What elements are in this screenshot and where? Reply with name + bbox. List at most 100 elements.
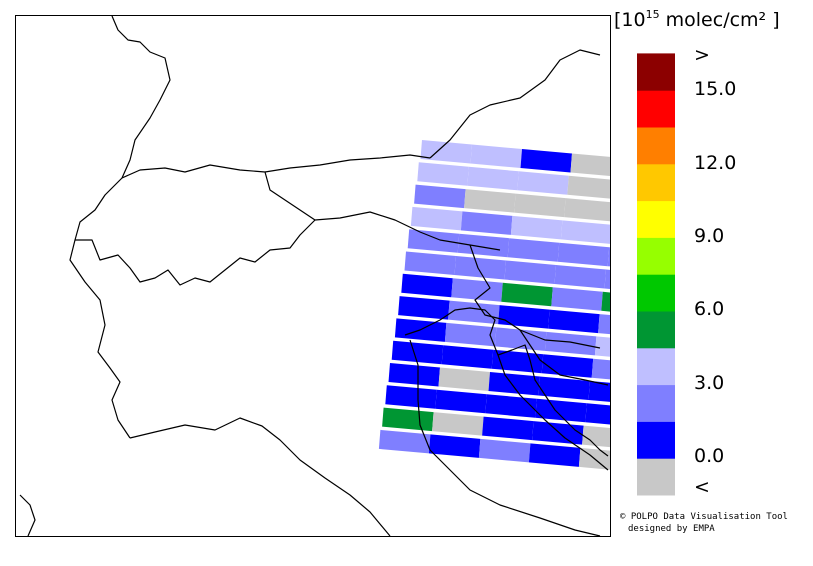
satellite-pixel [564, 198, 610, 222]
satellite-pixel [591, 358, 610, 380]
border-france-germany [111, 15, 171, 179]
satellite-pixel [464, 189, 516, 213]
coast-corsica [19, 494, 36, 537]
legend-swatch [637, 53, 675, 91]
satellite-pixel [448, 300, 500, 325]
satellite-pixel [535, 398, 587, 423]
satellite-pixel [557, 242, 610, 267]
satellite-pixel [441, 345, 494, 369]
satellite-pixel [404, 251, 456, 275]
border-austria-italy [314, 211, 501, 251]
satellite-pixel [532, 421, 584, 445]
satellite-pixel [428, 434, 481, 458]
satellite-pixel [567, 175, 610, 199]
legend-swatch [637, 237, 675, 275]
satellite-pixel [594, 336, 610, 357]
satellite-pixel [410, 206, 463, 231]
satellite-pixel [420, 140, 472, 164]
satellite-pixel [538, 376, 590, 400]
satellite-pixel [528, 443, 581, 467]
satellite-pixel [385, 385, 437, 409]
legend-swatch [637, 127, 675, 165]
credit-line-1: © POLPO Data Visualisation Tool [620, 512, 788, 522]
satellite-pixel [438, 367, 490, 391]
satellite-pixel [544, 331, 597, 356]
satellite-pixel [460, 211, 513, 235]
legend-unit-label: [1015 molec/cm² ] [614, 8, 780, 31]
satellite-pixel [501, 282, 553, 307]
satellite-pixel [388, 363, 440, 387]
coast-italy-south [409, 339, 601, 537]
legend-swatch [637, 347, 675, 386]
legend-swatch [637, 274, 675, 312]
satellite-pixel [554, 265, 606, 289]
country-borders [19, 15, 609, 537]
border-croatia [519, 329, 609, 386]
satellite-pixel [488, 372, 540, 396]
satellite-pixel [582, 425, 610, 448]
satellite-pixel [417, 162, 469, 186]
satellite-pixel [391, 340, 444, 365]
satellite-pixel [482, 416, 534, 441]
satellite-pixel [588, 381, 610, 402]
legend-swatch [637, 384, 675, 422]
border-switzerland [74, 164, 316, 286]
satellite-pixel [478, 438, 531, 463]
satellite-pixel [504, 260, 556, 284]
coast-istria-croatia [497, 344, 609, 457]
satellite-pixel [604, 269, 610, 289]
border-slovenia [469, 244, 601, 349]
credit-line-2: designed by EMPA [628, 524, 715, 534]
legend-swatch [637, 163, 675, 202]
satellite-pixel [467, 166, 519, 191]
legend-swatch [637, 200, 675, 238]
legend-tick-label: > [694, 44, 710, 66]
satellite-pixel [551, 287, 603, 311]
satellite-pixel [401, 273, 453, 298]
satellite-pixel [570, 153, 610, 177]
satellite-pixel [598, 314, 610, 335]
satellite-pixel [407, 229, 460, 253]
border-italy-west [69, 239, 131, 439]
legend-tick-label: 12.0 [694, 152, 737, 174]
legend-tick-label: 6.0 [694, 298, 725, 320]
satellite-pixel [444, 322, 497, 347]
satellite-pixel [514, 193, 566, 218]
legend-colorbar [637, 53, 675, 496]
coast-adriatic-west [404, 307, 609, 471]
satellite-pixel [491, 349, 544, 374]
legend-swatch [637, 311, 675, 349]
legend-swatch [637, 90, 675, 128]
satellite-pixel [548, 309, 600, 334]
satellite-pixel [520, 149, 572, 173]
legend-swatch [637, 458, 675, 496]
satellite-pixel [494, 327, 547, 351]
satellite-pixel [510, 215, 563, 240]
satellite-pixel [432, 412, 484, 436]
satellite-pixel [414, 184, 466, 209]
satellite-pixels [378, 140, 610, 470]
satellite-pixel [585, 403, 610, 425]
satellite-pixel [485, 394, 537, 418]
satellite-pixel [378, 429, 431, 454]
border-austria-north [264, 154, 431, 173]
satellite-pixel [541, 354, 594, 378]
satellite-pixel [454, 256, 506, 280]
legend-tick-label: 15.0 [694, 78, 737, 100]
satellite-pixel [601, 291, 610, 312]
satellite-pixel [607, 247, 610, 267]
satellite-pixel [507, 238, 560, 262]
legend-tick-label: 9.0 [694, 225, 725, 247]
satellite-pixel [457, 233, 510, 258]
legend-tick-label: 0.0 [694, 445, 725, 467]
satellite-pixel [398, 296, 450, 320]
legend-tick-label: 3.0 [694, 372, 725, 394]
legend-swatch [637, 421, 675, 459]
border-germany-north [429, 49, 601, 159]
coast-ligurian [129, 417, 391, 537]
satellite-pixel [451, 278, 503, 302]
satellite-pixel [470, 144, 522, 168]
satellite-pixel [517, 171, 569, 195]
satellite-pixel [498, 305, 550, 329]
